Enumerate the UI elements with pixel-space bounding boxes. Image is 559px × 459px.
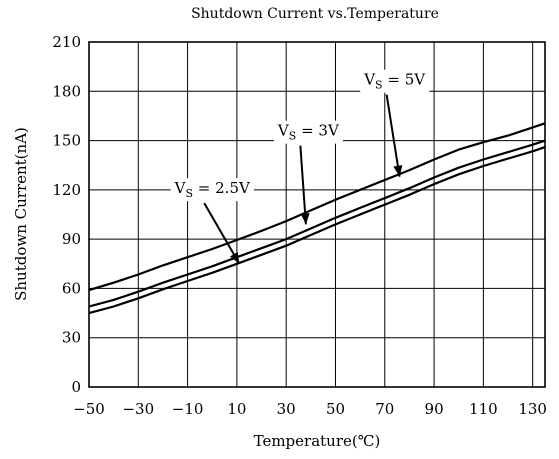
label-background [170,178,254,202]
series-lines [88,122,546,315]
series-line-1 [88,139,546,308]
label-background [273,120,343,144]
x-tick-label: 10 [227,400,246,418]
label-rest: = 2.5V [193,179,251,197]
series-label-0: VS = 5V [360,69,430,177]
arrow-head [393,165,403,177]
series-label-text: VS = 3V [277,122,340,143]
label-rest: = 5V [383,71,427,89]
label-background [360,69,430,93]
label-subscript: S [185,187,193,200]
y-tick-label: 90 [62,230,81,248]
y-axis-label: Shutdown Current(nA) [12,127,30,301]
series-label-2: VS = 2.5V [170,178,254,265]
y-tick-label: 180 [52,82,81,100]
label-subscript: S [289,130,297,143]
y-tick-label: 60 [62,279,81,297]
series-line-0 [88,122,546,292]
annotation-arrow [299,145,307,225]
y-tick-label: 210 [52,33,81,51]
x-tick-label: 110 [469,400,498,418]
label-main: V [277,122,290,140]
x-tick-label: 70 [375,400,394,418]
x-tick-label: 130 [518,400,547,418]
plot-frame [88,41,546,388]
chart-title: Shutdown Current vs.Temperature [191,6,439,22]
label-rest: = 3V [296,122,340,140]
series-line-2 [88,146,546,315]
x-axis-label: Temperature(℃) [254,432,381,450]
y-tick-label: 0 [71,378,81,396]
x-tick-label: −10 [172,400,204,418]
tick-labels: 0 30 60 90 120 150 180 210 −50 −30 −10 10 30 50 70 90 11… [52,33,547,418]
arrow-head [229,252,240,264]
x-tick-label: −30 [122,400,154,418]
label-main: V [174,179,187,197]
arrow-head [300,213,310,225]
x-tick-label: 90 [425,400,444,418]
series-label-1: VS = 3V [273,120,343,225]
annotation-arrow [385,94,401,177]
series-label-text: VS = 2.5V [174,179,251,200]
grid-lines [89,42,545,387]
y-tick-label: 30 [62,329,81,347]
annotation-arrow [203,202,241,265]
label-main: V [363,71,376,89]
x-tick-label: −50 [73,400,105,418]
y-tick-label: 150 [52,132,81,150]
series-label-text: VS = 5V [363,71,426,92]
x-tick-label: 30 [277,400,296,418]
x-tick-label: 50 [326,400,345,418]
y-tick-label: 120 [52,181,81,199]
label-subscript: S [375,79,383,92]
